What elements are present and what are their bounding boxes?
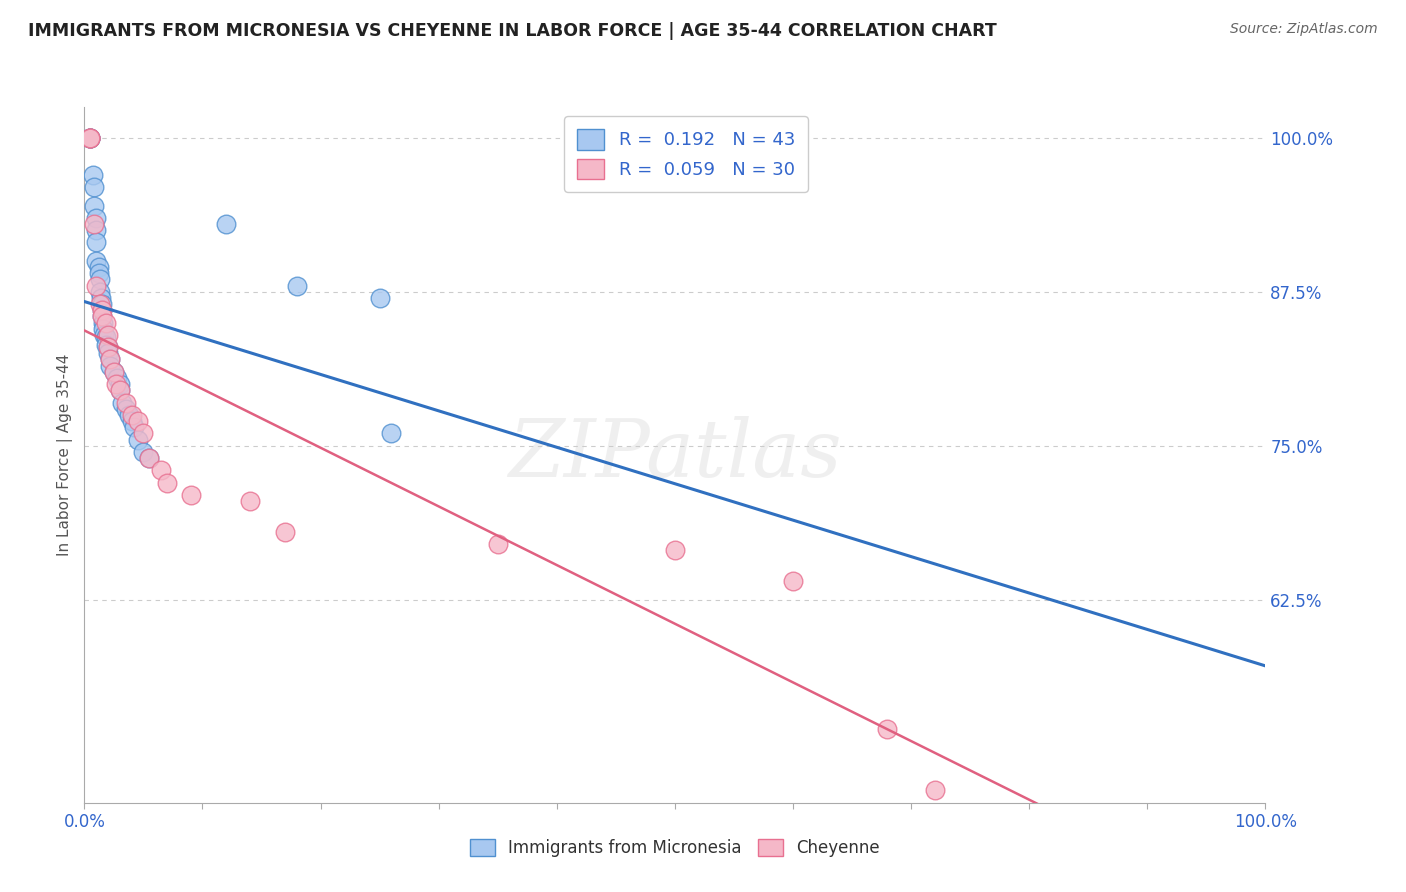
- Point: [156, 475, 179, 490]
- Point: [79, 131, 101, 145]
- Point: [121, 408, 143, 422]
- Text: Source: ZipAtlas.com: Source: ZipAtlas.com: [1230, 22, 1378, 37]
- Point: [79, 131, 101, 145]
- Point: [107, 371, 129, 385]
- Point: [91, 310, 114, 324]
- Point: [108, 384, 131, 398]
- Point: [91, 310, 114, 324]
- Point: [82, 168, 104, 182]
- Point: [94, 337, 117, 351]
- Point: [132, 426, 155, 441]
- Point: [215, 217, 238, 231]
- Point: [180, 488, 202, 502]
- Point: [122, 420, 145, 434]
- Point: [83, 198, 105, 212]
- Point: [127, 414, 149, 428]
- Point: [79, 131, 101, 145]
- Point: [664, 543, 686, 558]
- Text: IMMIGRANTS FROM MICRONESIA VS CHEYENNE IN LABOR FORCE | AGE 35-44 CORRELATION CH: IMMIGRANTS FROM MICRONESIA VS CHEYENNE I…: [28, 22, 997, 40]
- Point: [84, 223, 107, 237]
- Point: [138, 450, 160, 465]
- Point: [274, 524, 297, 539]
- Point: [380, 426, 402, 441]
- Point: [91, 321, 114, 335]
- Point: [924, 783, 946, 797]
- Point: [108, 384, 131, 398]
- Point: [103, 365, 125, 379]
- Point: [90, 291, 112, 305]
- Point: [94, 330, 117, 344]
- Point: [121, 414, 143, 428]
- Point: [89, 285, 111, 299]
- Point: [97, 340, 120, 354]
- Point: [876, 722, 898, 736]
- Point: [84, 254, 107, 268]
- Point: [93, 327, 115, 342]
- Point: [127, 433, 149, 447]
- Point: [84, 211, 107, 225]
- Point: [98, 359, 121, 373]
- Point: [111, 395, 134, 409]
- Point: [138, 450, 160, 465]
- Point: [97, 327, 120, 342]
- Point: [89, 297, 111, 311]
- Point: [114, 395, 136, 409]
- Point: [114, 401, 136, 416]
- Point: [84, 278, 107, 293]
- Point: [132, 445, 155, 459]
- Point: [118, 408, 141, 422]
- Legend: Immigrants from Micronesia, Cheyenne: Immigrants from Micronesia, Cheyenne: [463, 832, 887, 864]
- Point: [98, 352, 121, 367]
- Point: [91, 303, 114, 318]
- Point: [97, 340, 120, 354]
- Point: [239, 494, 262, 508]
- Point: [83, 180, 105, 194]
- Point: [91, 297, 114, 311]
- Point: [150, 463, 173, 477]
- Point: [79, 131, 101, 145]
- Point: [98, 352, 121, 367]
- Point: [108, 377, 131, 392]
- Point: [91, 303, 114, 318]
- Point: [79, 131, 101, 145]
- Point: [97, 346, 120, 360]
- Point: [285, 278, 308, 293]
- Point: [87, 260, 110, 274]
- Point: [103, 365, 125, 379]
- Point: [83, 217, 105, 231]
- Point: [486, 537, 509, 551]
- Point: [94, 316, 117, 330]
- Point: [105, 377, 128, 392]
- Point: [91, 316, 114, 330]
- Point: [368, 291, 391, 305]
- Y-axis label: In Labor Force | Age 35-44: In Labor Force | Age 35-44: [58, 354, 73, 556]
- Text: ZIPatlas: ZIPatlas: [508, 417, 842, 493]
- Point: [782, 574, 804, 589]
- Point: [84, 235, 107, 250]
- Point: [79, 131, 101, 145]
- Point: [87, 266, 110, 280]
- Point: [89, 272, 111, 286]
